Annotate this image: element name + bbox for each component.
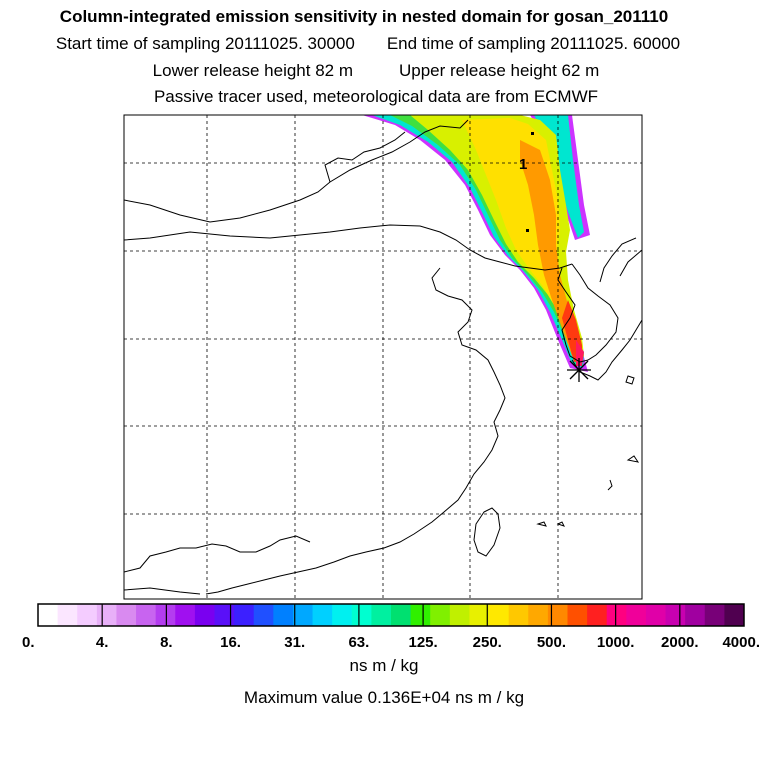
colorbar-tick-labels: 0. 4. 8. 16. 31. 63. 125. 250. 500. 1000. 2000. 400… xyxy=(22,634,760,651)
colorbar-swatch xyxy=(508,604,529,626)
colorbar-swatch xyxy=(273,604,294,626)
start-time-label: Start time of sampling 20111025. 30000 xyxy=(55,34,355,53)
emission-plume xyxy=(362,115,590,372)
colorbar-swatch xyxy=(312,604,333,626)
colorbar-swatch xyxy=(528,604,549,626)
sampling-time-row: Start time of sampling 20111025. 30000 En… xyxy=(0,34,752,54)
colorbar-tick-label: 0. xyxy=(22,634,35,651)
end-time-label: End time of sampling 20111025. 60000 xyxy=(386,34,681,53)
colorbar-swatch xyxy=(38,604,59,626)
colorbar-tick-label: 2000. xyxy=(661,634,699,651)
colorbar-swatch xyxy=(351,604,372,626)
colorbar-swatch xyxy=(469,604,490,626)
colorbar-unit-label: ns m / kg xyxy=(349,656,419,675)
colorbar-tick-label: 250. xyxy=(473,634,502,651)
colorbar-tick-label: 8. xyxy=(160,634,173,651)
colorbar-swatch xyxy=(136,604,157,626)
colorbar-frame xyxy=(37,603,745,627)
colorbar-swatch xyxy=(685,604,706,626)
colorbar-swatch xyxy=(724,604,745,626)
release-height-row: Lower release height 82 m Upper release h… xyxy=(0,61,760,81)
colorbar-swatch xyxy=(587,604,608,626)
colorbar xyxy=(37,603,745,627)
colorbar-swatch xyxy=(371,604,392,626)
colorbar-swatch xyxy=(489,604,510,626)
release-point-marker xyxy=(567,358,591,382)
contour-label: 1 xyxy=(519,156,527,173)
map-grid xyxy=(124,115,642,599)
colorbar-swatch xyxy=(430,604,451,626)
colorbar-swatch xyxy=(57,604,78,626)
colorbar-swatch xyxy=(410,604,431,626)
colorbar-swatch xyxy=(292,604,314,626)
colorbar-tick-label: 31. xyxy=(284,634,305,651)
colorbar-tick-label: 1000. xyxy=(597,634,635,651)
colorbar-tick-label: 4. xyxy=(96,634,109,651)
colorbar-tick-label: 500. xyxy=(537,634,566,651)
contour-mark xyxy=(531,132,534,135)
colorbar-tick-label: 125. xyxy=(408,634,437,651)
upper-release-label: Upper release height 62 m xyxy=(399,61,600,80)
contour-mark xyxy=(526,229,529,232)
colorbar-swatch xyxy=(253,604,274,626)
colorbar-swatch xyxy=(77,604,98,626)
coastlines xyxy=(124,119,642,595)
colorbar-swatch xyxy=(567,604,588,626)
colorbar-swatch xyxy=(547,604,568,626)
colorbar-swatch xyxy=(626,604,647,626)
colorbar-swatch xyxy=(449,604,470,626)
maximum-value-label: Maximum value 0.136E+04 ns m / kg xyxy=(243,688,525,707)
colorbar-swatch xyxy=(155,604,176,626)
colorbar-swatch xyxy=(606,604,627,626)
colorbar-swatch xyxy=(665,604,686,626)
colorbar-tick-label: 4000. xyxy=(722,634,760,651)
colorbar-swatch xyxy=(194,604,215,626)
colorbar-swatch xyxy=(332,604,353,626)
colorbar-swatch xyxy=(234,604,255,626)
colorbar-swatch xyxy=(214,604,235,626)
chart-title: Column-integrated emission sensitivity i… xyxy=(59,7,669,26)
colorbar-swatch xyxy=(645,604,667,626)
colorbar-swatch xyxy=(704,604,725,626)
colorbar-swatch xyxy=(391,604,412,626)
colorbar-swatch xyxy=(116,604,137,626)
colorbar-tick-label: 16. xyxy=(220,634,241,651)
colorbar-swatch xyxy=(175,604,196,626)
tracer-info-label: Passive tracer used, meteorological data… xyxy=(153,87,599,106)
lower-release-label: Lower release height 82 m xyxy=(152,61,353,80)
map-frame xyxy=(123,114,643,600)
colorbar-swatch xyxy=(96,604,117,626)
colorbar-tick-label: 63. xyxy=(348,634,369,651)
